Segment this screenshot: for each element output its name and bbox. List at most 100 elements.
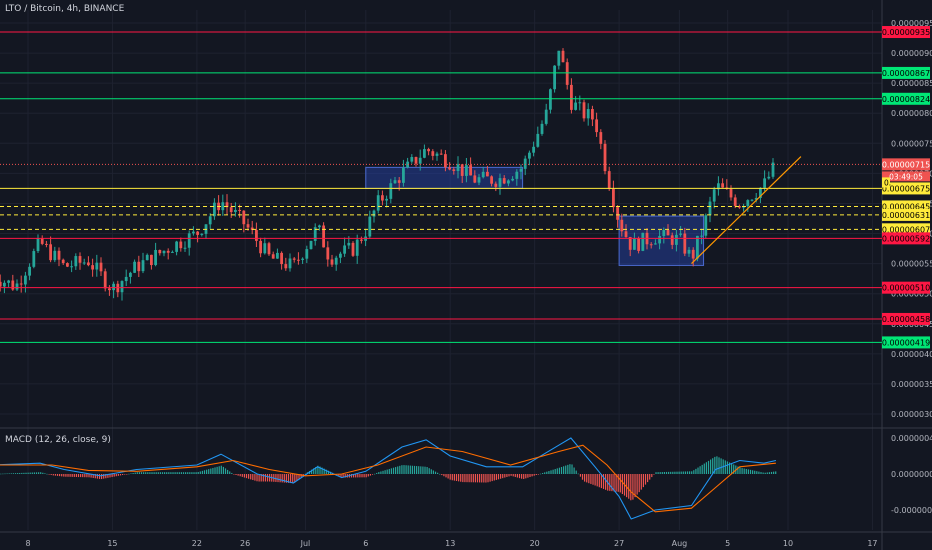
- macd-histogram-bar: [733, 464, 735, 474]
- candle-body: [179, 241, 183, 249]
- candle-body: [112, 283, 116, 291]
- macd-histogram-bar: [668, 471, 670, 474]
- candle-body: [607, 171, 611, 189]
- macd-histogram-bar: [82, 474, 84, 478]
- macd-histogram-bar: [619, 474, 621, 493]
- macd-histogram-bar: [227, 469, 229, 474]
- candle-body: [717, 183, 720, 190]
- level-tag: [882, 66, 930, 79]
- macd-histogram-bar: [128, 473, 130, 475]
- macd-histogram-bar: [14, 473, 17, 474]
- candle-body: [246, 224, 250, 228]
- candle-body: [763, 178, 767, 188]
- chart-title: LTO / Bitcoin, 4h, BINANCE: [5, 4, 125, 14]
- macd-histogram-bar: [44, 473, 46, 474]
- macd-histogram-bar: [243, 474, 246, 478]
- candle-body: [532, 146, 536, 153]
- macd-histogram-bar: [743, 468, 745, 474]
- candle-body: [175, 241, 179, 252]
- macd-histogram-bar: [201, 470, 204, 474]
- macd-histogram-bar: [17, 473, 19, 474]
- macd-histogram-bar: [6, 473, 8, 475]
- x-tick-label: 13: [445, 539, 455, 548]
- candle-body: [679, 233, 683, 235]
- candle-body: [738, 205, 741, 208]
- macd-histogram-bar: [374, 473, 376, 475]
- macd-histogram-bar: [416, 466, 418, 474]
- macd-histogram-bar: [185, 472, 187, 474]
- macd-histogram-bar: [483, 474, 485, 483]
- macd-histogram-bar: [122, 474, 124, 476]
- macd-histogram-bar: [485, 474, 487, 483]
- macd-histogram-bar: [126, 474, 128, 475]
- candle-body: [502, 178, 506, 184]
- macd-histogram-bar: [206, 469, 208, 474]
- macd-histogram-bar: [67, 474, 69, 477]
- macd-histogram-bar: [302, 474, 304, 476]
- candle-body: [368, 216, 372, 237]
- macd-histogram-bar: [756, 471, 758, 474]
- macd-histogram-bar: [10, 473, 12, 474]
- x-tick-label: 8: [25, 539, 30, 548]
- macd-histogram-bar: [724, 460, 726, 474]
- macd-histogram-bar: [363, 474, 365, 478]
- macd-histogram-bar: [548, 471, 550, 474]
- macd-histogram-bar: [510, 474, 512, 476]
- level-tag: [882, 26, 930, 39]
- macd-histogram-bar: [323, 468, 325, 474]
- macd-histogram-bar: [376, 472, 378, 474]
- macd-histogram-bar: [140, 472, 143, 474]
- candle-body: [469, 165, 473, 176]
- macd-histogram-bar: [193, 472, 195, 474]
- macd-histogram-bar: [451, 474, 453, 481]
- candle-body: [250, 227, 254, 230]
- macd-histogram-bar: [693, 470, 695, 474]
- macd-histogram-bar: [56, 474, 59, 476]
- macd-histogram-bar: [617, 474, 619, 492]
- macd-histogram-bar: [531, 474, 533, 477]
- macd-histogram-bar: [464, 474, 466, 483]
- candle-body: [196, 231, 200, 235]
- candle-body: [666, 230, 670, 236]
- macd-histogram-bar: [338, 474, 340, 476]
- macd-histogram-bar: [726, 461, 729, 474]
- macd-histogram-bar: [550, 470, 552, 474]
- candle-body: [444, 154, 447, 168]
- macd-histogram-bar: [103, 474, 105, 479]
- macd-histogram-bar: [35, 472, 38, 474]
- macd-tick-label: 0.00000000: [891, 470, 932, 479]
- macd-histogram-bar: [254, 474, 256, 481]
- candle-body: [721, 183, 725, 188]
- macd-histogram-bar: [458, 474, 460, 482]
- candle-body: [66, 263, 69, 267]
- macd-histogram-bar: [325, 469, 327, 474]
- candle-body: [208, 216, 212, 225]
- macd-histogram-bar: [441, 474, 443, 476]
- candle-body: [183, 247, 187, 249]
- candle-body: [45, 243, 48, 245]
- macd-histogram-bar: [98, 474, 101, 479]
- macd-histogram-bar: [684, 471, 687, 474]
- macd-histogram-bar: [710, 459, 712, 474]
- candle-body: [771, 162, 775, 177]
- candle-body: [53, 250, 57, 261]
- macd-histogram-bar: [176, 472, 178, 474]
- candle-body: [82, 262, 86, 264]
- macd-histogram-bar: [647, 474, 649, 483]
- level-tag-label: 0.00000419: [882, 338, 930, 347]
- macd-histogram-bar: [266, 474, 269, 482]
- candle-body: [288, 258, 292, 269]
- macd-histogram-bar: [392, 467, 395, 474]
- level-tag-label: 0.00000675: [882, 184, 930, 193]
- macd-histogram-bar: [147, 472, 149, 474]
- candle-body: [339, 253, 342, 258]
- macd-histogram-bar: [626, 474, 628, 498]
- macd-histogram-bar: [670, 471, 672, 474]
- macd-histogram-bar: [199, 471, 201, 474]
- macd-histogram-bar: [397, 466, 399, 474]
- candle-body: [565, 62, 569, 85]
- candle-body: [393, 180, 397, 184]
- candle-body: [19, 283, 23, 285]
